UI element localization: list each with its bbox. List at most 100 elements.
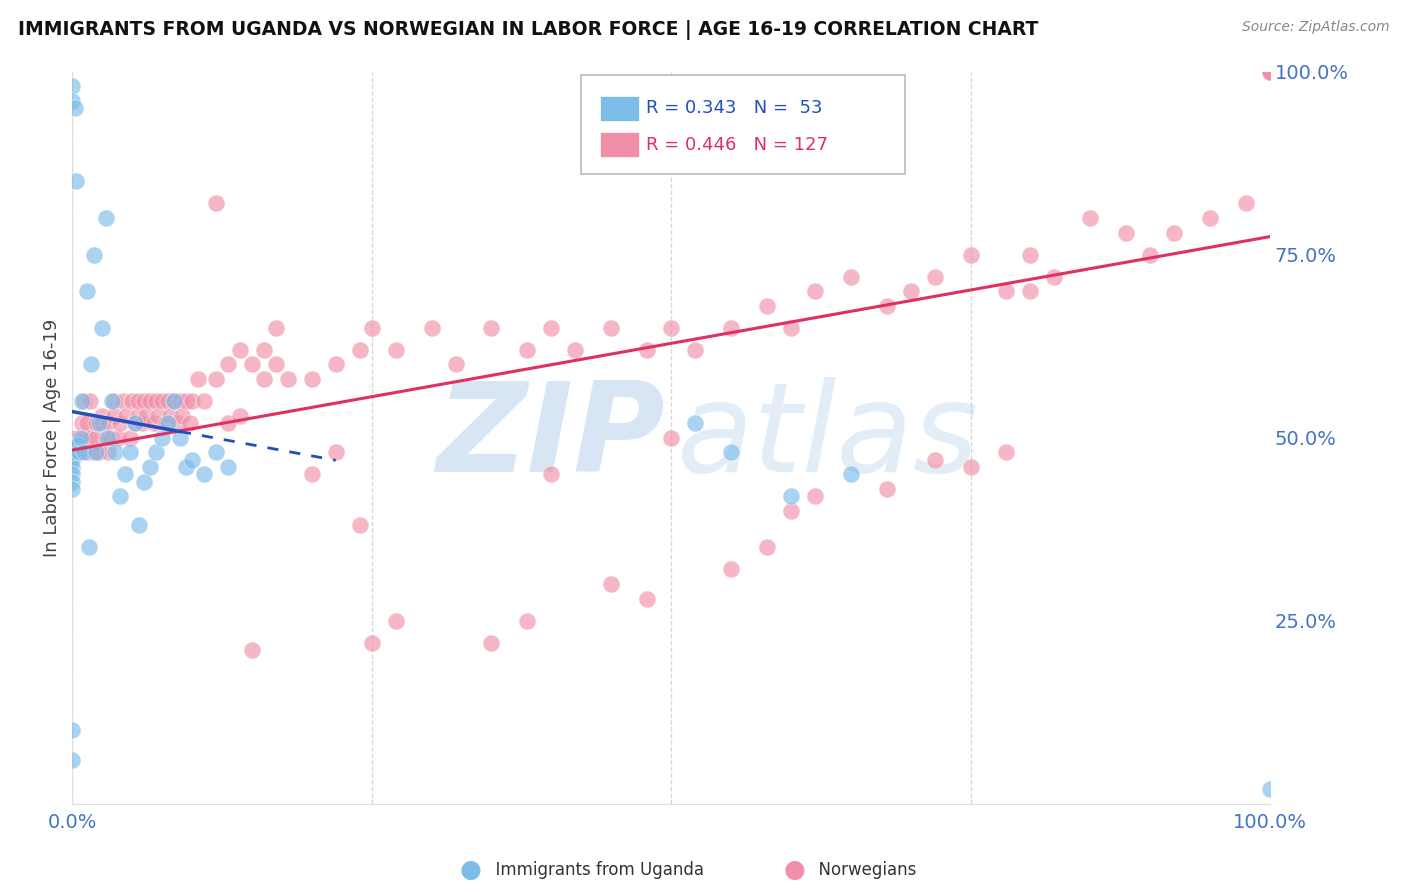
Point (720, 445, 742, 459)
Point (174, 394, 197, 409)
Point (205, 372, 228, 386)
Point (301, 467, 323, 482)
Point (349, 343, 371, 357)
Point (67, 445, 90, 459)
Point (163, 394, 186, 409)
Point (1019, 284, 1042, 298)
Point (60, 723, 83, 738)
Point (124, 416, 146, 430)
Point (150, 394, 173, 409)
Point (163, 394, 186, 409)
Point (135, 409, 157, 423)
Point (145, 394, 167, 409)
Point (60, 438, 83, 452)
Text: atlas: atlas (678, 377, 979, 498)
Point (755, 299, 778, 313)
Point (114, 467, 136, 482)
Point (60, 431, 83, 445)
Point (205, 445, 228, 459)
Point (60, 445, 83, 459)
Point (87, 416, 110, 430)
Point (108, 416, 131, 430)
Point (76, 284, 98, 298)
Text: ZIP: ZIP (436, 377, 665, 498)
Point (60, 438, 83, 452)
Point (217, 459, 239, 474)
Point (181, 452, 204, 467)
Point (69, 445, 91, 459)
Point (804, 284, 827, 298)
FancyBboxPatch shape (600, 132, 638, 157)
Point (118, 431, 141, 445)
Point (94, 431, 117, 445)
Point (87, 445, 110, 459)
Point (70, 416, 93, 430)
Point (65, 174, 87, 188)
Point (73, 394, 96, 409)
Point (103, 394, 125, 409)
Point (60, 445, 83, 459)
Point (325, 358, 347, 372)
Text: IMMIGRANTS FROM UGANDA VS NORWEGIAN IN LABOR FORCE | AGE 16-19 CORRELATION CHART: IMMIGRANTS FROM UGANDA VS NORWEGIAN IN L… (18, 20, 1039, 39)
Point (76, 445, 98, 459)
Point (60, 475, 83, 489)
Point (384, 614, 406, 628)
Point (959, 459, 981, 474)
Point (100, 431, 122, 445)
Point (1043, 269, 1066, 284)
Point (60, 467, 83, 482)
Point (104, 445, 127, 459)
Point (115, 409, 138, 423)
Point (108, 489, 131, 503)
Point (103, 409, 125, 423)
Point (127, 409, 149, 423)
Point (166, 416, 188, 430)
Point (900, 284, 922, 298)
Point (94, 211, 117, 225)
Point (995, 445, 1018, 459)
Point (1258, 64, 1281, 78)
Point (229, 409, 252, 423)
FancyBboxPatch shape (581, 75, 904, 174)
Point (839, 467, 862, 482)
Point (325, 445, 347, 459)
Point (720, 562, 742, 576)
Point (139, 394, 162, 409)
Text: R = 0.343   N =  53: R = 0.343 N = 53 (645, 99, 823, 117)
Point (540, 320, 562, 334)
Point (995, 284, 1018, 298)
Point (301, 372, 323, 386)
Point (876, 482, 898, 496)
Text: ●: ● (460, 858, 482, 881)
Point (444, 358, 467, 372)
Point (84, 416, 107, 430)
Point (128, 518, 150, 533)
Point (683, 416, 706, 430)
Point (67, 431, 90, 445)
Point (839, 269, 862, 284)
Point (60, 452, 83, 467)
Point (779, 320, 801, 334)
Point (1199, 211, 1222, 225)
Point (755, 541, 778, 555)
Point (83, 445, 105, 459)
Point (779, 489, 801, 503)
Point (150, 431, 173, 445)
Text: Source: ZipAtlas.com: Source: ZipAtlas.com (1241, 20, 1389, 34)
Point (118, 445, 141, 459)
Point (157, 416, 180, 430)
Point (240, 358, 263, 372)
Point (172, 409, 194, 423)
Point (1258, 64, 1281, 78)
Text: Norwegians: Norwegians (808, 861, 917, 879)
Point (60, 79, 83, 94)
Point (924, 269, 946, 284)
Point (481, 635, 503, 649)
Point (60, 452, 83, 467)
Point (384, 343, 406, 357)
Point (69, 431, 91, 445)
Point (876, 299, 898, 313)
Point (169, 394, 191, 409)
Point (659, 320, 682, 334)
Point (73, 431, 96, 445)
